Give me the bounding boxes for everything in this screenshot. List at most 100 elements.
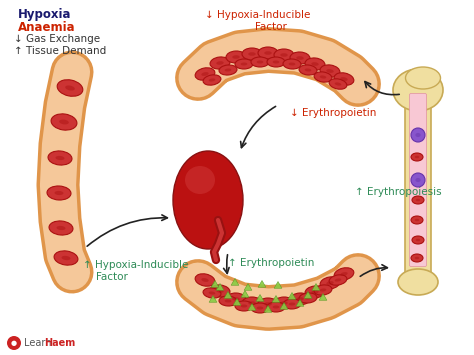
Text: ●: ● bbox=[11, 340, 17, 346]
Ellipse shape bbox=[264, 51, 272, 55]
Ellipse shape bbox=[415, 219, 419, 221]
Polygon shape bbox=[241, 290, 249, 297]
Ellipse shape bbox=[242, 297, 262, 309]
Ellipse shape bbox=[225, 69, 231, 71]
Ellipse shape bbox=[251, 303, 269, 313]
Ellipse shape bbox=[311, 62, 319, 66]
Ellipse shape bbox=[201, 278, 209, 282]
Ellipse shape bbox=[56, 226, 65, 230]
Polygon shape bbox=[312, 284, 320, 290]
Polygon shape bbox=[264, 306, 272, 312]
Text: Hypoxia: Hypoxia bbox=[18, 8, 72, 21]
Ellipse shape bbox=[340, 272, 347, 276]
Ellipse shape bbox=[241, 62, 247, 66]
FancyBboxPatch shape bbox=[410, 93, 427, 267]
Ellipse shape bbox=[415, 257, 419, 259]
Ellipse shape bbox=[335, 278, 341, 282]
Ellipse shape bbox=[235, 59, 253, 69]
Ellipse shape bbox=[258, 47, 278, 59]
Ellipse shape bbox=[305, 58, 325, 70]
Ellipse shape bbox=[47, 186, 71, 200]
Ellipse shape bbox=[274, 49, 294, 61]
Ellipse shape bbox=[219, 65, 237, 75]
Ellipse shape bbox=[412, 236, 424, 244]
Ellipse shape bbox=[226, 51, 246, 63]
Ellipse shape bbox=[57, 80, 83, 96]
Ellipse shape bbox=[201, 72, 209, 76]
Text: ↑ Hypoxia-Inducible
    Factor: ↑ Hypoxia-Inducible Factor bbox=[83, 260, 188, 282]
Ellipse shape bbox=[225, 300, 231, 302]
Ellipse shape bbox=[415, 133, 420, 137]
Ellipse shape bbox=[185, 166, 215, 194]
Ellipse shape bbox=[311, 290, 319, 294]
Polygon shape bbox=[256, 295, 264, 301]
Ellipse shape bbox=[232, 297, 240, 301]
Ellipse shape bbox=[203, 288, 221, 298]
Polygon shape bbox=[216, 284, 224, 290]
Ellipse shape bbox=[411, 254, 423, 262]
Polygon shape bbox=[244, 284, 252, 290]
Ellipse shape bbox=[329, 275, 347, 285]
FancyBboxPatch shape bbox=[405, 93, 431, 282]
Ellipse shape bbox=[305, 69, 311, 72]
Ellipse shape bbox=[241, 305, 247, 307]
Polygon shape bbox=[296, 300, 304, 306]
Ellipse shape bbox=[273, 306, 279, 308]
Text: Anaemia: Anaemia bbox=[18, 21, 76, 34]
Ellipse shape bbox=[296, 297, 304, 301]
Ellipse shape bbox=[305, 296, 311, 300]
Ellipse shape bbox=[334, 73, 354, 85]
Ellipse shape bbox=[412, 196, 424, 204]
Ellipse shape bbox=[416, 239, 420, 241]
Ellipse shape bbox=[334, 268, 354, 280]
Ellipse shape bbox=[411, 173, 425, 187]
Ellipse shape bbox=[326, 281, 334, 285]
Polygon shape bbox=[233, 299, 241, 305]
Polygon shape bbox=[231, 279, 239, 285]
Ellipse shape bbox=[209, 291, 215, 295]
Ellipse shape bbox=[235, 301, 253, 311]
Polygon shape bbox=[319, 294, 327, 300]
Ellipse shape bbox=[209, 78, 215, 82]
Ellipse shape bbox=[314, 72, 332, 82]
Polygon shape bbox=[280, 302, 288, 309]
Ellipse shape bbox=[415, 156, 419, 158]
Ellipse shape bbox=[216, 61, 224, 65]
Ellipse shape bbox=[283, 299, 301, 309]
Ellipse shape bbox=[173, 151, 243, 249]
Text: ↑ Tissue Demand: ↑ Tissue Demand bbox=[14, 46, 106, 56]
Ellipse shape bbox=[415, 178, 420, 182]
Text: ↓ Erythropoietin: ↓ Erythropoietin bbox=[290, 108, 376, 118]
Ellipse shape bbox=[398, 269, 438, 295]
Ellipse shape bbox=[264, 302, 272, 306]
Text: Learn: Learn bbox=[24, 338, 52, 348]
Ellipse shape bbox=[273, 60, 279, 64]
Ellipse shape bbox=[195, 68, 215, 80]
Ellipse shape bbox=[54, 251, 78, 265]
Ellipse shape bbox=[49, 221, 73, 235]
Ellipse shape bbox=[411, 216, 423, 224]
Ellipse shape bbox=[329, 79, 347, 89]
Ellipse shape bbox=[203, 75, 221, 85]
Text: Haem: Haem bbox=[44, 338, 75, 348]
Ellipse shape bbox=[216, 289, 224, 293]
Text: ↓ Hypoxia-Inducible
        Factor: ↓ Hypoxia-Inducible Factor bbox=[205, 10, 310, 32]
Text: ↑ Erythropoietin: ↑ Erythropoietin bbox=[228, 258, 314, 268]
Polygon shape bbox=[288, 293, 296, 299]
Ellipse shape bbox=[195, 274, 215, 286]
Ellipse shape bbox=[251, 57, 269, 67]
Ellipse shape bbox=[283, 59, 301, 69]
Polygon shape bbox=[258, 280, 266, 287]
Ellipse shape bbox=[248, 52, 256, 56]
Ellipse shape bbox=[232, 55, 240, 59]
Ellipse shape bbox=[340, 77, 348, 81]
Ellipse shape bbox=[289, 62, 295, 66]
Ellipse shape bbox=[242, 48, 262, 60]
Ellipse shape bbox=[226, 293, 246, 305]
Ellipse shape bbox=[274, 297, 294, 309]
Ellipse shape bbox=[326, 69, 334, 73]
Ellipse shape bbox=[319, 289, 326, 291]
Ellipse shape bbox=[290, 293, 310, 305]
Circle shape bbox=[7, 336, 21, 350]
Ellipse shape bbox=[219, 296, 237, 306]
